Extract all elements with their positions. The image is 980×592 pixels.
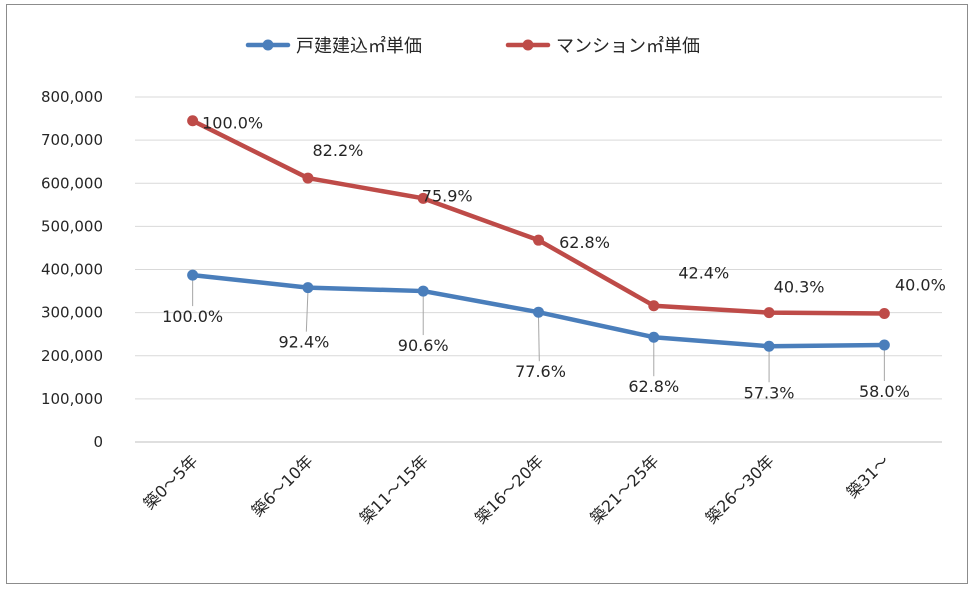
x-category-label: 築0～5年 — [140, 451, 202, 513]
legend-label: 戸建建込㎡単価 — [296, 35, 422, 57]
x-category-label: 築21～25年 — [586, 451, 662, 527]
data-label: 75.9% — [422, 186, 473, 205]
legend: 戸建建込㎡単価 マンション㎡単価 — [245, 35, 700, 57]
data-point — [533, 306, 544, 318]
y-tick-label: 600,000 — [41, 174, 103, 192]
chart-frame — [6, 4, 968, 584]
x-category-label: 築31～ — [843, 451, 893, 501]
gridlines — [135, 96, 942, 443]
data-label: 58.0% — [859, 382, 910, 401]
data-label: 82.2% — [313, 141, 364, 160]
legend-swatch-marker — [262, 39, 274, 51]
data-point — [878, 339, 890, 351]
data-label: 42.4% — [678, 264, 729, 283]
series-lines — [187, 115, 890, 352]
data-label: 40.3% — [774, 278, 825, 297]
y-tick-label: 500,000 — [41, 217, 103, 235]
x-category-label: 築16～20年 — [471, 451, 547, 527]
x-category-label: 築11～15年 — [356, 451, 432, 527]
x-axis-categories: 築0～5年 築6～10年 築11～15年 築16～20年 築21～25年 築26～30年 築… — [140, 451, 893, 527]
y-tick-label: 300,000 — [41, 304, 103, 322]
data-point — [763, 307, 775, 319]
data-label: 92.4% — [279, 333, 330, 352]
y-axis-ticks: 0 100,000 200,000 300,000 400,000 500,000 600,… — [41, 88, 103, 451]
data-label: 100.0% — [202, 114, 263, 133]
data-label: 62.8% — [628, 377, 679, 396]
label-leader-lines — [192, 279, 885, 383]
x-category-label: 築6～10年 — [248, 451, 317, 520]
data-label: 62.8% — [559, 233, 610, 252]
label-leader-line — [305, 291, 309, 332]
data-label: 57.3% — [744, 383, 795, 402]
data-labels: 100.0% 92.4% 90.6% 77.6% 62.8% 57.3% 58.0% 100.… — [162, 114, 946, 403]
data-label: 77.6% — [515, 362, 566, 381]
y-tick-label: 700,000 — [41, 131, 103, 149]
data-point — [648, 300, 660, 312]
data-point — [417, 192, 429, 204]
y-tick-label: 400,000 — [41, 261, 103, 279]
data-point — [187, 115, 199, 127]
y-tick-label: 800,000 — [41, 88, 103, 106]
data-point — [302, 282, 314, 294]
legend-swatch-marker — [522, 39, 534, 51]
data-point — [187, 269, 199, 281]
y-tick-label: 100,000 — [41, 390, 103, 408]
data-point — [302, 172, 314, 184]
data-label: 100.0% — [162, 307, 223, 326]
x-category-label: 築26～30年 — [702, 451, 778, 527]
data-point — [878, 307, 890, 319]
data-label: 40.0% — [895, 275, 946, 294]
data-point — [533, 234, 544, 246]
data-point — [648, 331, 660, 343]
y-tick-label: 200,000 — [41, 347, 103, 365]
data-point — [417, 285, 429, 297]
legend-label: マンション㎡単価 — [556, 35, 700, 57]
label-leader-line — [538, 316, 540, 362]
y-tick-label: 0 — [93, 433, 103, 451]
data-point — [763, 340, 775, 352]
data-label: 90.6% — [398, 336, 449, 355]
